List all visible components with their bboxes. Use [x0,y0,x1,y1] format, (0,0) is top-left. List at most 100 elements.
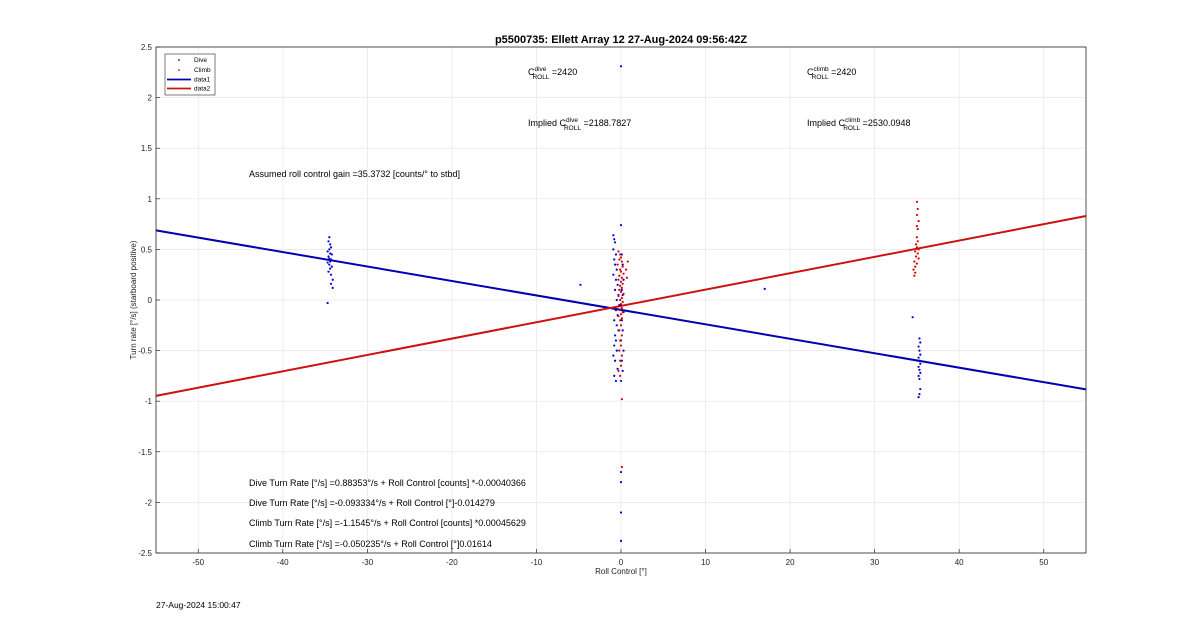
point-dive [919,353,922,356]
point-climb [618,304,621,308]
point-dive [613,319,616,322]
point-climb [914,265,917,268]
point-climb [915,213,919,217]
point-climb [917,257,920,260]
point-climb [916,240,919,243]
point-climb [616,263,619,266]
point-climb [619,324,623,327]
point-climb [620,317,623,320]
point-dive [329,273,333,276]
point-dive [917,396,920,399]
point-climb [915,262,919,265]
point-dive [615,349,618,352]
point-climb [620,354,623,357]
point-dive [619,481,623,484]
point-dive [329,282,333,285]
point-dive [329,260,332,263]
point-dive [331,278,334,281]
point-dive [917,365,920,368]
x-axis-label: Roll Control [°] [595,567,647,576]
point-climb [916,207,919,211]
point-dive [613,344,616,347]
point-dive [620,359,623,362]
point-dive [614,379,618,383]
point-dive [613,374,616,377]
point-dive [918,359,921,362]
y-tick-label: -1 [145,397,153,406]
point-climb [915,236,919,239]
y-tick-label: -2 [145,498,153,507]
point-dive [619,379,623,383]
point-dive [328,263,331,266]
point-climb [619,290,623,294]
point-dive [327,240,330,243]
point-dive [619,470,623,474]
point-dive [614,339,618,342]
point-climb [619,374,622,377]
point-climb [622,272,625,275]
point-climb [619,253,622,256]
legend-label-dive: Dive [194,57,207,64]
point-dive [622,349,625,352]
point-climb [915,225,919,228]
x-tick-label: 10 [701,558,710,567]
point-climb [617,315,620,318]
point-dive [613,258,616,261]
point-dive [329,258,333,261]
point-climb [917,219,920,223]
point-dive [326,301,329,305]
legend-marker-dive [178,59,180,61]
point-climb [619,302,623,306]
point-climb [619,344,623,347]
point-dive [327,255,330,258]
point-dive [620,253,623,256]
x-tick-label: -30 [362,558,374,567]
implied-c-climb-annotation: Implied Cclimb ROLL =2530.0948 [807,117,910,132]
point-climb [621,300,624,304]
point-dive [919,341,922,344]
point-dive [330,265,333,268]
point-dive [918,393,921,396]
x-tick-label: -10 [531,558,543,567]
point-climb [618,258,621,261]
point-dive [911,316,914,319]
point-climb [916,252,919,255]
x-tick-labels: -50 -40 -30 -20 -10 0 10 20 30 40 50 [192,558,1048,567]
point-climb [914,243,918,246]
fit-equation-climb-counts: Climb Turn Rate [°/s] =-1.1545°/s + Roll… [249,518,526,528]
point-climb [617,278,620,281]
point-climb [620,334,623,337]
point-climb [621,311,624,314]
legend: Dive Climb data1 data2 [164,53,216,96]
point-dive [918,349,921,352]
point-climb [914,250,917,253]
y-tick-label: -2.5 [138,549,152,558]
point-climb [622,292,625,296]
point-climb [618,274,621,277]
y-tick-label: -1.5 [138,448,152,457]
point-dive [613,238,616,241]
point-dive [613,359,617,362]
point-dive [329,243,332,246]
y-tick-label: 2.5 [141,43,153,52]
point-climb [617,294,620,298]
point-dive [619,511,623,514]
footer-timestamp: 27-Aug-2024 15:00:47 [156,600,241,610]
fit-equation-dive-counts: Dive Turn Rate [°/s] =0.88353°/s + Roll … [249,478,526,488]
point-dive [619,224,623,227]
point-dive [918,377,921,381]
point-climb [620,260,623,263]
point-dive [622,278,625,281]
point-dive [613,263,617,266]
point-climb [620,296,623,300]
point-dive [328,257,331,260]
point-dive [613,288,617,291]
x-tick-label: 50 [1039,558,1048,567]
x-tick-label: -50 [192,558,204,567]
legend-label-data2: data2 [194,86,211,93]
y-tick-label: -0.5 [138,347,152,356]
point-climb [624,268,628,271]
point-climb [917,248,920,251]
point-dive [763,287,766,290]
point-climb [619,270,623,273]
